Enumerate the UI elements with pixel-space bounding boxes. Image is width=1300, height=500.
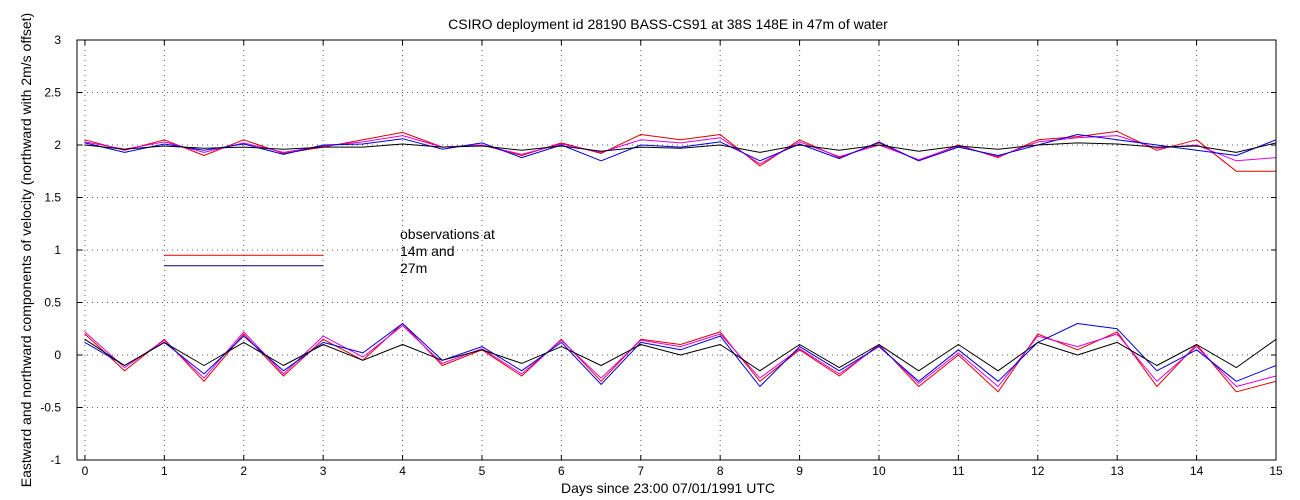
x-tick-label: 12 bbox=[1031, 464, 1045, 478]
y-tick-label: 0.5 bbox=[44, 296, 61, 310]
y-tick-label: 2 bbox=[54, 138, 61, 152]
series-line-northward_red bbox=[84, 130, 1277, 172]
x-tick-label: 11 bbox=[952, 464, 965, 478]
x-tick-label: 4 bbox=[399, 464, 406, 478]
x-tick-label: 1 bbox=[161, 464, 168, 478]
x-tick-label: 7 bbox=[637, 464, 644, 478]
series-line-eastward_blue bbox=[84, 323, 1277, 387]
series-line-eastward_magenta bbox=[84, 325, 1277, 387]
y-tick-label: -1 bbox=[50, 453, 61, 467]
x-tick-label: 9 bbox=[796, 464, 803, 478]
x-tick-label: 5 bbox=[479, 464, 486, 478]
legend-text-line-2: 14m and bbox=[400, 243, 454, 259]
x-tick-label: 3 bbox=[320, 464, 327, 478]
y-tick-label: 0 bbox=[54, 348, 61, 362]
x-tick-label: 10 bbox=[872, 464, 886, 478]
x-axis-label: Days since 23:00 07/01/1991 UTC bbox=[561, 480, 775, 496]
series-layer bbox=[84, 130, 1277, 393]
y-tick-label: 1 bbox=[54, 243, 61, 257]
series-line-eastward_black bbox=[84, 338, 1277, 372]
series-line-northward_black bbox=[84, 142, 1277, 153]
x-tick-label: 15 bbox=[1269, 464, 1283, 478]
legend-layer bbox=[164, 254, 324, 267]
grid-layer bbox=[77, 39, 1277, 461]
x-tick-label: 13 bbox=[1111, 464, 1125, 478]
chart-title: CSIRO deployment id 28190 BASS-CS91 at 3… bbox=[448, 16, 888, 32]
series-line-northward_magenta bbox=[84, 135, 1277, 165]
y-tick-label: 1.5 bbox=[44, 191, 61, 205]
x-tick-label: 14 bbox=[1190, 464, 1204, 478]
x-tick-label: 8 bbox=[717, 464, 724, 478]
series-line-northward_blue bbox=[84, 134, 1277, 162]
axes-layer: 0 1 2 3 4 5 6 7 8 9 10 11 12 13 14 15-1-0.500.511.522.5… bbox=[40, 33, 1283, 478]
y-tick-label: 3 bbox=[54, 33, 61, 47]
x-tick-label: 6 bbox=[558, 464, 565, 478]
x-tick-label: 2 bbox=[240, 464, 247, 478]
y-tick-label: 2.5 bbox=[44, 86, 61, 100]
legend-text-line-3: 27m bbox=[400, 260, 427, 276]
y-axis-label: Eastward and northward components of vel… bbox=[18, 13, 34, 487]
x-tick-label: 0 bbox=[82, 464, 89, 478]
series-line-eastward_red bbox=[84, 323, 1277, 393]
legend-text-line-1: observations at bbox=[400, 226, 495, 242]
y-tick-label: -0.5 bbox=[40, 401, 61, 415]
